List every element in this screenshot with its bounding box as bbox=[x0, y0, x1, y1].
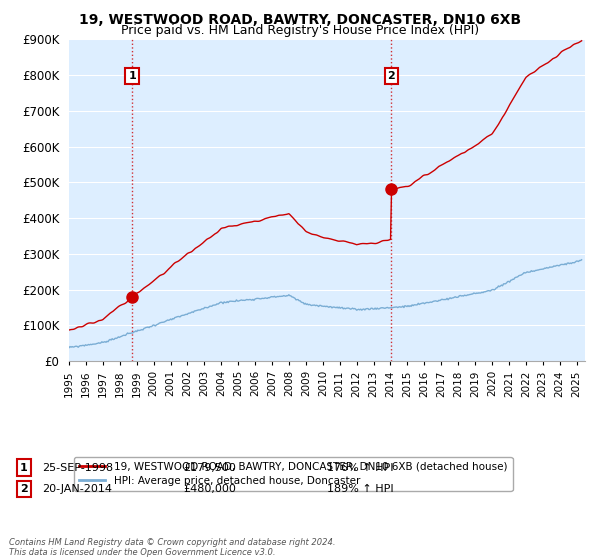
Text: 20-JAN-2014: 20-JAN-2014 bbox=[42, 484, 112, 494]
Text: 2: 2 bbox=[20, 484, 28, 494]
Text: 19, WESTWOOD ROAD, BAWTRY, DONCASTER, DN10 6XB: 19, WESTWOOD ROAD, BAWTRY, DONCASTER, DN… bbox=[79, 13, 521, 27]
Text: Contains HM Land Registry data © Crown copyright and database right 2024.
This d: Contains HM Land Registry data © Crown c… bbox=[9, 538, 335, 557]
Text: 189% ↑ HPI: 189% ↑ HPI bbox=[327, 484, 394, 494]
Text: 1: 1 bbox=[128, 71, 136, 81]
Text: £480,000: £480,000 bbox=[183, 484, 236, 494]
Text: 1: 1 bbox=[20, 463, 28, 473]
Text: 2: 2 bbox=[388, 71, 395, 81]
Text: 176% ↑ HPI: 176% ↑ HPI bbox=[327, 463, 394, 473]
Text: Price paid vs. HM Land Registry's House Price Index (HPI): Price paid vs. HM Land Registry's House … bbox=[121, 24, 479, 37]
Legend: 19, WESTWOOD ROAD, BAWTRY, DONCASTER, DN10 6XB (detached house), HPI: Average pr: 19, WESTWOOD ROAD, BAWTRY, DONCASTER, DN… bbox=[74, 456, 512, 491]
Text: 25-SEP-1998: 25-SEP-1998 bbox=[42, 463, 113, 473]
Text: £179,500: £179,500 bbox=[183, 463, 236, 473]
